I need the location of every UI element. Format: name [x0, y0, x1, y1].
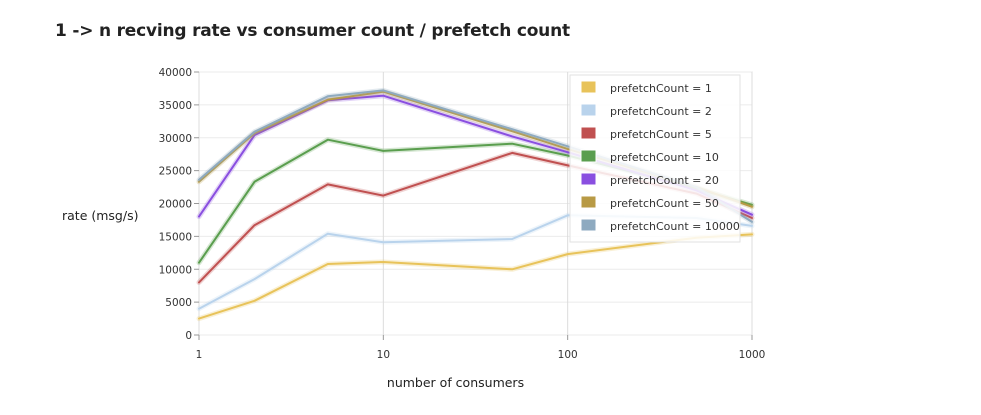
legend-swatch [580, 172, 597, 186]
legend-label: prefetchCount = 5 [610, 128, 712, 141]
y-tick-label: 0 [185, 330, 192, 342]
x-tick-label: 100 [558, 349, 578, 361]
y-tick-label: 5000 [165, 297, 192, 309]
y-tick-label: 30000 [159, 133, 192, 145]
y-tick-label: 10000 [159, 264, 192, 276]
legend-swatch [580, 149, 597, 163]
legend-label: prefetchCount = 1 [610, 82, 712, 95]
legend-layer: prefetchCount = 1 prefetchCount = 2 prefet… [569, 74, 741, 243]
legend-label: prefetchCount = 10 [610, 151, 719, 164]
legend-swatch [580, 195, 597, 209]
y-tick-label: 20000 [159, 199, 192, 211]
legend-swatch [580, 80, 597, 94]
legend-label: prefetchCount = 10000 [610, 220, 740, 233]
y-tick-label: 35000 [159, 100, 192, 112]
legend-label: prefetchCount = 50 [610, 197, 719, 210]
y-tick-label: 40000 [159, 67, 192, 79]
series-line [198, 233, 753, 320]
x-tick-label: 1 [196, 349, 203, 361]
chart-title: 1 -> n recving rate vs consumer count / … [55, 21, 570, 41]
x-axis-label: number of consumers [387, 375, 524, 390]
legend-box [569, 74, 741, 243]
y-tick-label: 15000 [159, 231, 192, 243]
legend-swatch [580, 103, 597, 117]
y-axis-label: rate (msg/s) [62, 208, 138, 223]
legend-swatch [580, 126, 597, 140]
x-tick-label: 10 [377, 349, 390, 361]
axis-layer: 0 5000 10000 15000 20000 25000 30000 35000 40000… [62, 67, 765, 390]
series-shadow [196, 231, 755, 322]
legend-swatch [580, 218, 597, 232]
x-tick-label: 1000 [739, 349, 766, 361]
legend-label: prefetchCount = 20 [610, 174, 719, 187]
legend-label: prefetchCount = 2 [610, 105, 712, 118]
y-tick-label: 25000 [159, 166, 192, 178]
